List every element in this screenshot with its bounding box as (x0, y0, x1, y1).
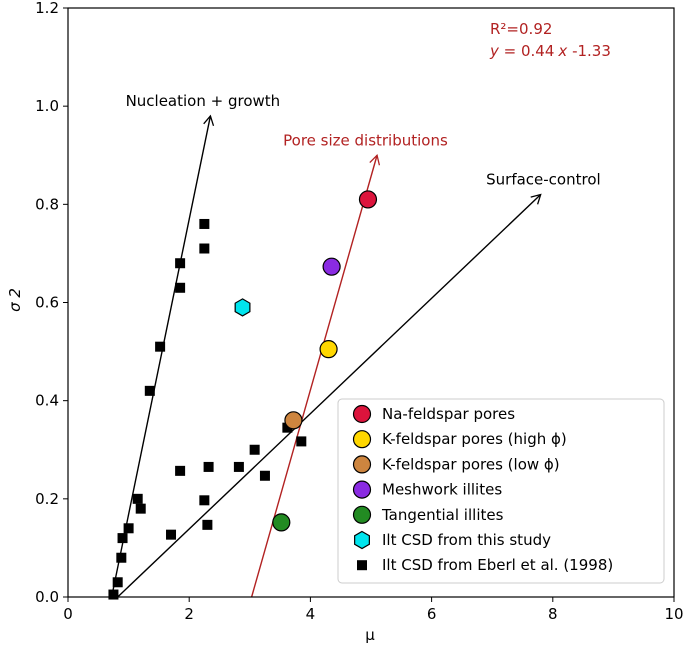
surface-control-label: Surface-control (486, 171, 601, 189)
y-tick-label: 1.2 (35, 0, 59, 17)
data-point (123, 523, 134, 534)
legend-marker (357, 560, 367, 571)
data-marks (108, 190, 378, 600)
x-tick-label: 10 (664, 605, 683, 623)
legend-label: Meshwork illites (382, 481, 502, 499)
y-axis-label: σ 2 (6, 288, 24, 312)
series-6 (108, 218, 307, 600)
data-point (199, 243, 210, 254)
equation-x: x (557, 42, 567, 60)
series-0 (358, 190, 378, 209)
data-point (112, 577, 123, 588)
y-tick-label: 0.2 (35, 490, 59, 508)
legend-label: Ilt CSD from this study (382, 531, 551, 549)
data-point (175, 465, 186, 476)
series-2 (284, 411, 303, 430)
data-point (249, 444, 260, 455)
x-tick-label: 0 (63, 605, 73, 623)
data-point (322, 257, 341, 276)
x-tick-label: 4 (306, 605, 316, 623)
legend-label: Ilt CSD from Eberl et al. (1998) (382, 556, 613, 574)
x-tick-label: 8 (548, 605, 558, 623)
y-tick-label: 0.0 (35, 588, 59, 606)
equation-tail: -1.33 (567, 42, 611, 60)
y-tick-label: 0.8 (35, 195, 59, 213)
y-tick-label: 0.4 (35, 392, 59, 410)
legend-label: Na-feldspar pores (382, 405, 515, 423)
x-axis-ticks: 0 2 4 6 8 10 (63, 597, 684, 623)
data-point (155, 341, 166, 352)
series-4 (272, 513, 291, 532)
data-point (202, 519, 213, 530)
data-point (166, 529, 177, 540)
legend-marker (354, 530, 370, 550)
nucleation-growth-arrow (110, 114, 215, 598)
data-point (175, 282, 186, 293)
regression-r2: R²=0.92 (490, 20, 552, 38)
legend-marker (352, 404, 372, 424)
data-point (282, 422, 293, 433)
surface-control-arrow (117, 193, 542, 598)
data-point (233, 461, 244, 472)
legend-marker (352, 480, 372, 499)
data-point (296, 436, 307, 447)
y-axis-ticks: 0.0 0.2 0.4 0.6 0.8 1.0 1.2 (35, 0, 68, 606)
x-tick-label: 6 (427, 605, 437, 623)
data-point (132, 493, 143, 504)
data-point (117, 533, 128, 544)
data-point (135, 503, 146, 514)
legend-label: K-feldspar pores (high ϕ) (382, 430, 567, 448)
data-point (203, 461, 214, 472)
equation-y: y (489, 42, 500, 60)
legend-label: K-feldspar pores (low ϕ) (382, 455, 560, 473)
x-axis-label: μ (365, 626, 375, 644)
legend-label: Tangential illites (381, 506, 504, 524)
pore-size-label: Pore size distributions (283, 131, 448, 149)
data-point (358, 190, 378, 209)
data-point (259, 470, 270, 481)
data-point (199, 495, 210, 506)
series-5 (234, 298, 251, 317)
x-tick-label: 2 (184, 605, 194, 623)
y-tick-label: 0.6 (35, 294, 59, 312)
legend: Na-feldspar pores K-feldspar pores (high … (337, 398, 665, 584)
regression-equation: y = 0.44 x -1.33 (489, 42, 611, 60)
legend-marker (352, 505, 372, 524)
nucleation-growth-label: Nucleation + growth (126, 92, 281, 110)
legend-marker (352, 430, 372, 449)
data-point (108, 589, 119, 600)
data-point (175, 258, 186, 269)
equation-middle: = 0.44 (499, 42, 555, 60)
data-point (199, 218, 210, 229)
data-point (272, 513, 291, 532)
legend-box (337, 398, 665, 584)
data-point (234, 298, 251, 317)
legend-marker (352, 455, 372, 474)
series-3 (322, 257, 341, 276)
data-point (284, 411, 303, 430)
data-point (116, 552, 127, 563)
data-point (319, 340, 338, 359)
data-point (144, 385, 155, 396)
y-tick-label: 1.0 (35, 97, 59, 115)
series-1 (319, 340, 338, 359)
